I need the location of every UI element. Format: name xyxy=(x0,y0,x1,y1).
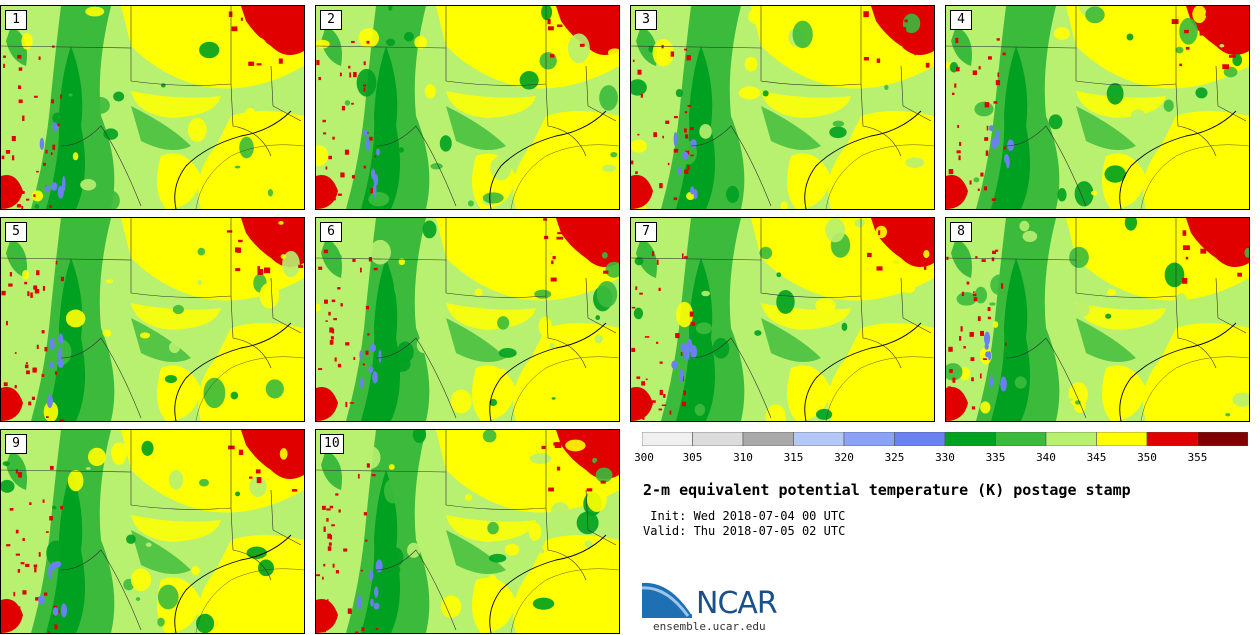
colorbar-tick-label: 335 xyxy=(985,451,1006,464)
temperature-map xyxy=(631,6,934,209)
colorbar-tick-label: 325 xyxy=(884,451,905,464)
colorbar-tick-label: 310 xyxy=(733,451,753,464)
chart-title: 2-m equivalent potential temperature (K)… xyxy=(643,481,1131,499)
colorbar-segment xyxy=(692,432,744,446)
colorbar-tick-labels: 300 305 310 315 320 325 330 335 340 345 350 355 xyxy=(634,451,1260,467)
colorbar-segment xyxy=(742,432,794,446)
temperature-map xyxy=(1,6,304,209)
postage-stamp-panel: 1 xyxy=(0,5,305,210)
colorbar-tick-label: 315 xyxy=(783,451,804,464)
panel-number-label: 10 xyxy=(320,434,344,454)
panel-number-label: 7 xyxy=(635,222,657,242)
panel-number-label: 9 xyxy=(5,434,27,454)
colorbar-tick-label: 345 xyxy=(1086,451,1107,464)
colorbar-segment xyxy=(944,432,996,446)
temperature-map xyxy=(316,6,619,209)
colorbar-tick-label: 300 xyxy=(634,451,654,464)
postage-stamp-panel: 3 xyxy=(630,5,935,210)
postage-stamp-panel: 9 xyxy=(0,429,305,634)
panel-number-label: 1 xyxy=(5,10,27,30)
panel-number-label: 5 xyxy=(5,222,27,242)
temperature-map xyxy=(316,430,619,633)
init-time: Init: Wed 2018-07-04 00 UTC xyxy=(643,509,846,523)
colorbar-tick-label: 330 xyxy=(935,451,955,464)
colorbar-tick-label: 320 xyxy=(834,451,854,464)
colorbar-segment xyxy=(843,432,895,446)
panel-number-label: 6 xyxy=(320,222,342,242)
postage-stamp-panel: 4 xyxy=(945,5,1250,210)
postage-stamp-panel: 7 xyxy=(630,217,935,422)
colorbar xyxy=(642,432,1248,446)
panel-number-label: 4 xyxy=(950,10,972,30)
colorbar-tick-label: 340 xyxy=(1036,451,1056,464)
postage-stamp-panel: 10 xyxy=(315,429,620,634)
colorbar-segment xyxy=(642,432,693,446)
colorbar-segment xyxy=(793,432,845,446)
colorbar-segment xyxy=(1045,432,1097,446)
postage-stamp-panel: 2 xyxy=(315,5,620,210)
colorbar-tick-label: 350 xyxy=(1137,451,1157,464)
valid-time: Valid: Thu 2018-07-05 02 UTC xyxy=(643,524,846,538)
temperature-map xyxy=(1,218,304,421)
colorbar-segment xyxy=(1197,432,1248,446)
temperature-map xyxy=(316,218,619,421)
colorbar-segment xyxy=(1096,432,1148,446)
temperature-map xyxy=(946,6,1249,209)
colorbar-segment xyxy=(894,432,946,446)
logo-name: NCAR xyxy=(696,586,778,621)
temperature-map xyxy=(946,218,1249,421)
postage-stamp-panel: 5 xyxy=(0,217,305,422)
ncar-logo-icon xyxy=(642,580,693,618)
colorbar-segment xyxy=(1146,432,1198,446)
panel-number-label: 2 xyxy=(320,10,342,30)
temperature-map xyxy=(1,430,304,633)
logo-url: ensemble.ucar.edu xyxy=(653,620,766,633)
temperature-map xyxy=(631,218,934,421)
postage-stamp-panel: 6 xyxy=(315,217,620,422)
colorbar-segment xyxy=(995,432,1047,446)
panel-number-label: 8 xyxy=(950,222,972,242)
postage-stamp-panel: 8 xyxy=(945,217,1250,422)
panel-number-label: 3 xyxy=(635,10,657,30)
colorbar-tick-label: 355 xyxy=(1187,451,1208,464)
colorbar-tick-label: 305 xyxy=(682,451,703,464)
